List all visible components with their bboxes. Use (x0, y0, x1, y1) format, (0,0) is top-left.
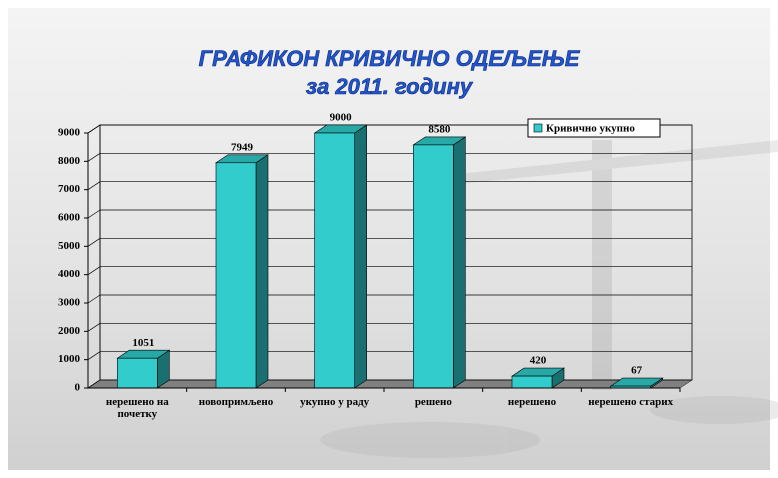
value-label: 9000 (330, 112, 353, 124)
value-label: 1051 (132, 337, 154, 349)
x-tick-label: нерешено старих (585, 396, 677, 408)
chart-subtitle: за 2011. годину (306, 74, 474, 99)
bar (117, 358, 157, 388)
legend-swatch (534, 124, 542, 132)
floor (88, 380, 692, 388)
legend-label: Кривично укупно (546, 123, 635, 135)
value-label: 420 (530, 355, 547, 367)
y-tick-label: 2000 (58, 325, 81, 337)
value-label: 67 (631, 365, 643, 377)
y-tick-label: 3000 (58, 297, 81, 309)
bar (413, 145, 453, 388)
x-tick-label: нерешено на почетку (91, 396, 183, 420)
value-label: 7949 (231, 141, 254, 153)
y-tick-label: 7000 (58, 183, 81, 195)
y-tick-label: 1000 (58, 353, 81, 365)
bar (512, 376, 552, 388)
y-tick-label: 9000 (58, 127, 81, 139)
bar-side (256, 155, 268, 388)
slide: ГРАФИКОН КРИВИЧНО ОДЕЉЕЊЕ за 2011. годин… (0, 0, 778, 478)
y-tick-label: 6000 (58, 212, 81, 224)
chart-title: ГРАФИКОН КРИВИЧНО ОДЕЉЕЊЕ (199, 46, 581, 71)
x-tick-label: укупно у раду (289, 396, 381, 408)
bar-side (355, 125, 367, 388)
x-tick-label: новопримљено (190, 396, 282, 408)
bar (216, 163, 256, 388)
y-tick-label: 4000 (58, 268, 81, 280)
y-tick-label: 0 (75, 382, 81, 394)
value-label: 8580 (428, 123, 451, 135)
x-tick-label: решено (387, 396, 479, 408)
x-tick-label: нерешено (486, 396, 578, 408)
y-tick-label: 5000 (58, 240, 81, 252)
y-tick-label: 8000 (58, 155, 81, 167)
bar-side (453, 137, 465, 388)
bar (315, 133, 355, 388)
